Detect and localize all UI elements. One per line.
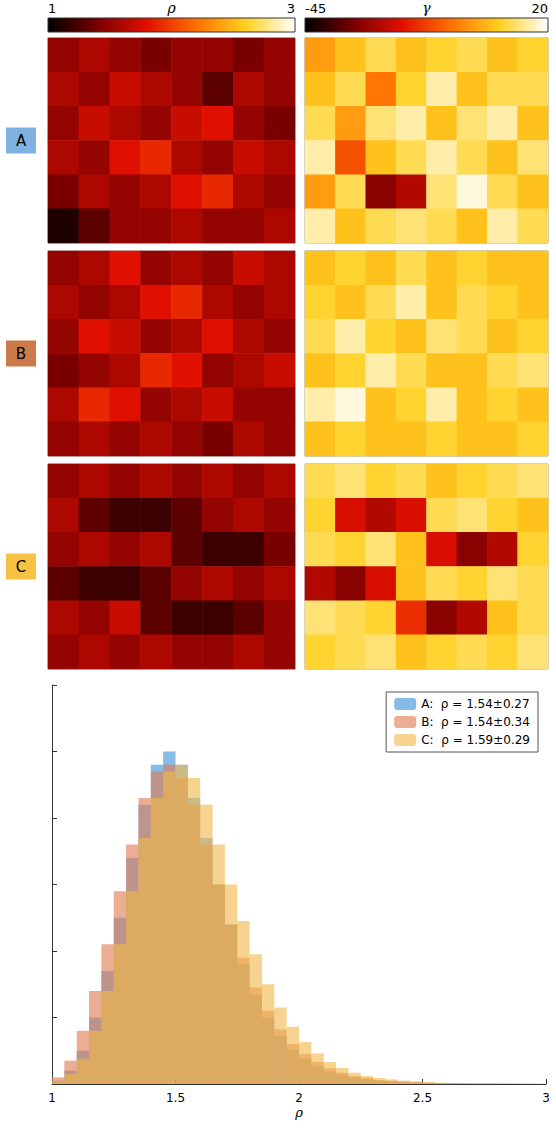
- svg-text:A: ρ = 1.54±0.27: A: ρ = 1.54±0.27: [421, 697, 529, 711]
- svg-text:3: 3: [542, 1091, 550, 1105]
- svg-text:3: 3: [287, 1, 295, 16]
- svg-text:ρ: ρ: [166, 0, 176, 16]
- svg-text:B: ρ = 1.54±0.34: B: ρ = 1.54±0.34: [421, 715, 530, 729]
- svg-text:20: 20: [531, 1, 548, 16]
- svg-text:1.5: 1.5: [166, 1091, 185, 1105]
- svg-text:2.5: 2.5: [413, 1091, 432, 1105]
- svg-text:γ: γ: [422, 0, 431, 16]
- svg-text:2: 2: [295, 1091, 303, 1105]
- svg-text:A: A: [16, 132, 27, 150]
- svg-text:C: C: [16, 558, 26, 576]
- svg-text:ρ: ρ: [294, 1105, 303, 1120]
- svg-text:C: ρ = 1.59±0.29: C: ρ = 1.59±0.29: [421, 733, 530, 747]
- svg-text:1: 1: [48, 1091, 56, 1105]
- svg-text:1: 1: [48, 1, 56, 16]
- svg-text:B: B: [16, 345, 26, 363]
- svg-text:-45: -45: [305, 1, 326, 16]
